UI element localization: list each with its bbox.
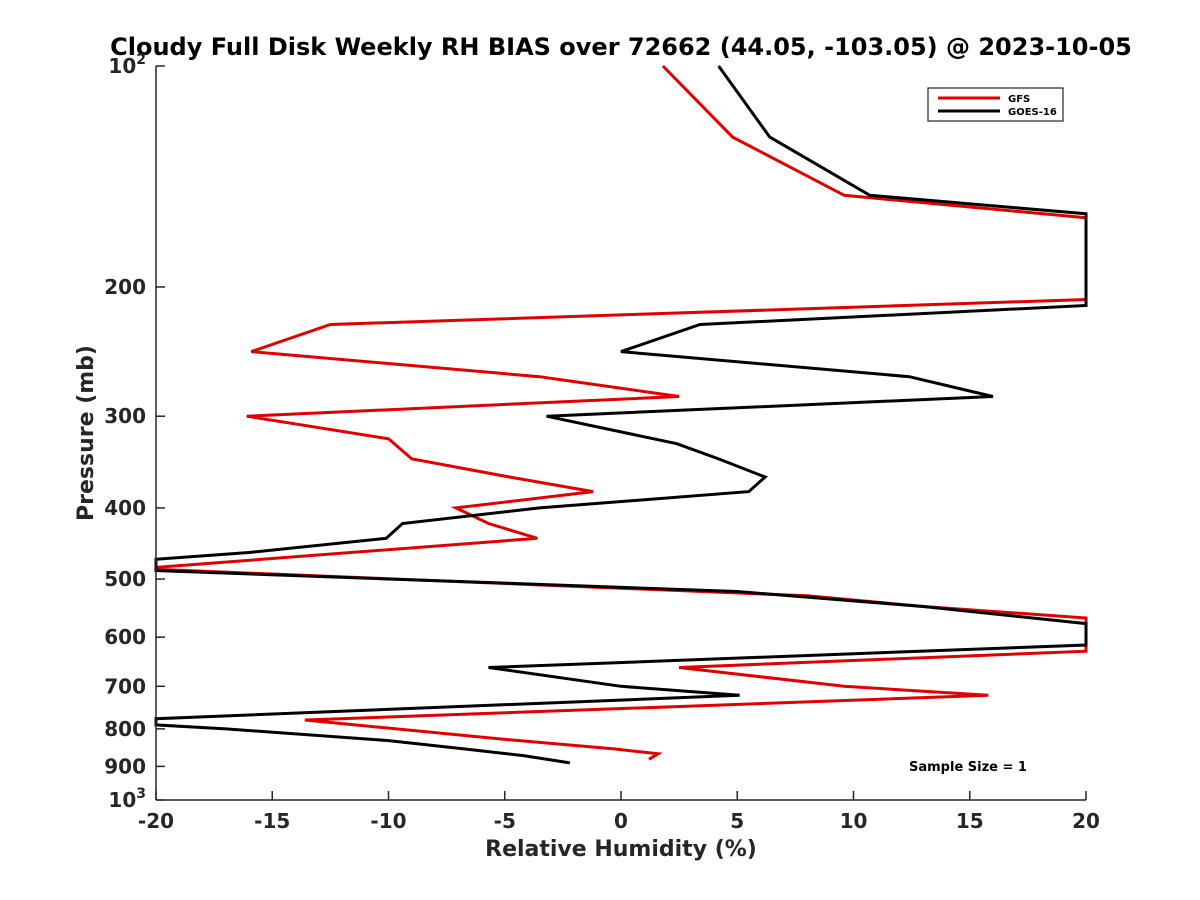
y-tick-label: 600 bbox=[104, 625, 146, 649]
x-tick-label: 0 bbox=[614, 809, 628, 833]
x-tick-label: -10 bbox=[370, 809, 406, 833]
series-line-gfs bbox=[154, 64, 1088, 761]
y-tick-label: 900 bbox=[104, 754, 146, 778]
y-tick-label: 102 bbox=[108, 52, 146, 78]
axes-layer: -20 -15 -10 -5 0 5 10 15 20 102 200 300 400 500 600 700… bbox=[104, 52, 1100, 833]
y-axis-label: Pressure (mb) bbox=[74, 345, 99, 521]
x-tick-label: -5 bbox=[494, 809, 516, 833]
y-tick-label: 300 bbox=[104, 404, 146, 428]
plot-area: -20 -15 -10 -5 0 5 10 15 20 102 200 300 400 500 600 700… bbox=[104, 52, 1100, 833]
y-tick-label: 103 bbox=[108, 786, 146, 812]
y-tick-label: 200 bbox=[104, 275, 146, 299]
y-tick-label: 700 bbox=[104, 674, 146, 698]
sample-size-annotation: Sample Size = 1 bbox=[909, 760, 1027, 775]
x-axis-label: Relative Humidity (%) bbox=[485, 837, 757, 862]
legend-label-goes-16: GOES-16 bbox=[1008, 107, 1057, 118]
y-tick-label: 400 bbox=[104, 496, 146, 520]
x-tick-label: -20 bbox=[138, 809, 174, 833]
y-tick-label: 500 bbox=[104, 567, 146, 591]
legend: GFS GOES-16 bbox=[927, 87, 1064, 122]
x-tick-label: 10 bbox=[840, 809, 868, 833]
y-tick-label: 800 bbox=[104, 717, 146, 741]
x-tick-label: 20 bbox=[1072, 809, 1100, 833]
x-tick-label: 15 bbox=[956, 809, 984, 833]
legend-label-gfs: GFS bbox=[1008, 94, 1030, 105]
x-tick-label: -15 bbox=[254, 809, 290, 833]
legend-box bbox=[927, 87, 1064, 122]
x-tick-label: 5 bbox=[730, 809, 744, 833]
chart-title: Cloudy Full Disk Weekly RH BIAS over 726… bbox=[110, 33, 1132, 61]
